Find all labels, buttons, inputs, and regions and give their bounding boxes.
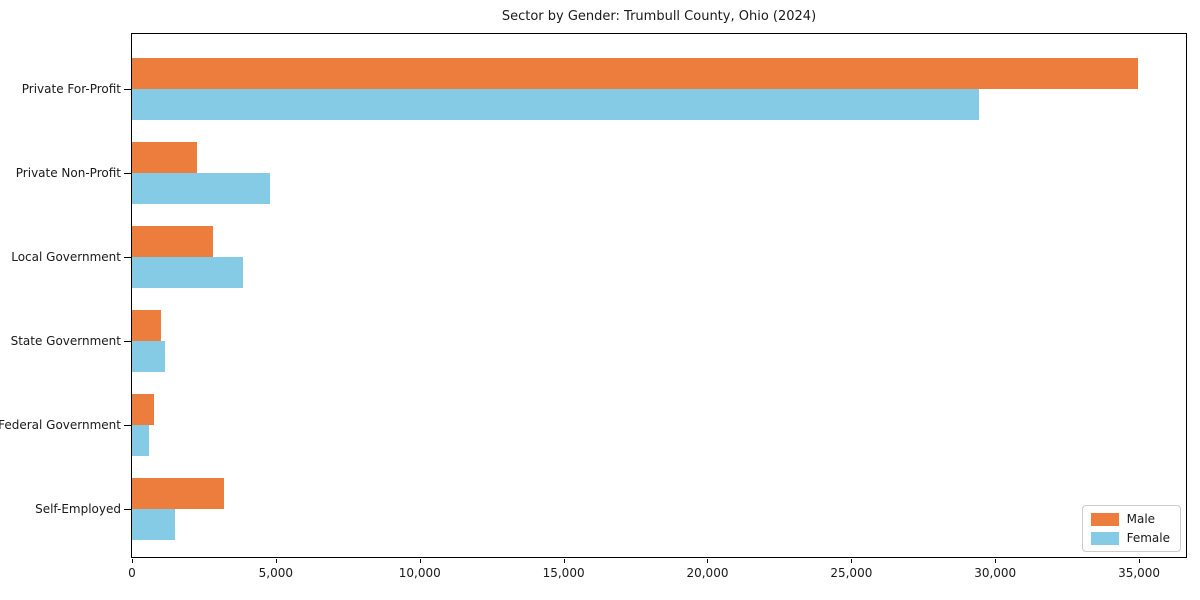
y-tick-label: Local Government [11,250,121,264]
bar-male-local-government [132,226,213,257]
bar-female-private-non-profit [132,173,270,204]
bar-female-local-government [132,257,243,288]
y-tick-label: Private Non-Profit [15,166,121,180]
legend-swatch-female [1090,531,1119,545]
x-tick-mark [707,559,709,563]
chart-title: Sector by Gender: Trumbull County, Ohio … [501,9,817,24]
bar-male-self-employed [132,478,224,509]
x-tick-label: 10,000 [398,566,441,580]
legend-item-male: Male [1090,512,1170,526]
y-tick-label: State Government [10,334,121,348]
legend: Male Female [1081,505,1181,552]
bar-male-private-non-profit [132,142,197,173]
x-tick-label: 15,000 [542,566,585,580]
y-tick-label: Private For-Profit [21,82,121,96]
plot-area: Private For-Profit Private Non-Profit Loca… [0,33,1187,580]
y-tick-mark [124,173,132,174]
legend-label: Male [1126,512,1156,526]
y-tick-mark [124,425,132,426]
x-tick-mark [851,559,853,563]
x-tick-label: 30,000 [974,566,1017,580]
bar-male-federal-government [132,394,154,425]
y-tick-mark [124,509,132,510]
legend-label: Female [1126,531,1170,545]
bar-female-self-employed [132,509,175,540]
legend-item-female: Female [1090,531,1170,545]
x-tick-mark [563,559,565,563]
x-tick-mark [419,559,421,563]
x-tick-mark [995,559,997,563]
x-tick-label: 35,000 [1118,566,1161,580]
x-tick-mark [275,559,277,563]
x-tick-mark [1139,559,1141,563]
bar-male-state-government [132,310,161,341]
x-tick-mark [132,559,133,563]
bar-female-federal-government [132,425,149,456]
x-tick-label: 5,000 [258,566,294,580]
bar-female-state-government [132,341,165,372]
bar-male-private-for-profit [132,58,1138,89]
y-tick-mark [124,341,132,342]
y-tick-label: Self-Employed [35,502,121,516]
x-tick-label: 20,000 [686,566,729,580]
x-tick-label: 0 [128,566,136,580]
y-tick-mark [124,89,132,90]
legend-swatch-male [1090,512,1119,526]
bar-female-private-for-profit [132,89,979,120]
y-tick-label: Federal Government [0,418,121,432]
x-tick-label: 25,000 [830,566,873,580]
y-tick-mark [124,257,132,258]
